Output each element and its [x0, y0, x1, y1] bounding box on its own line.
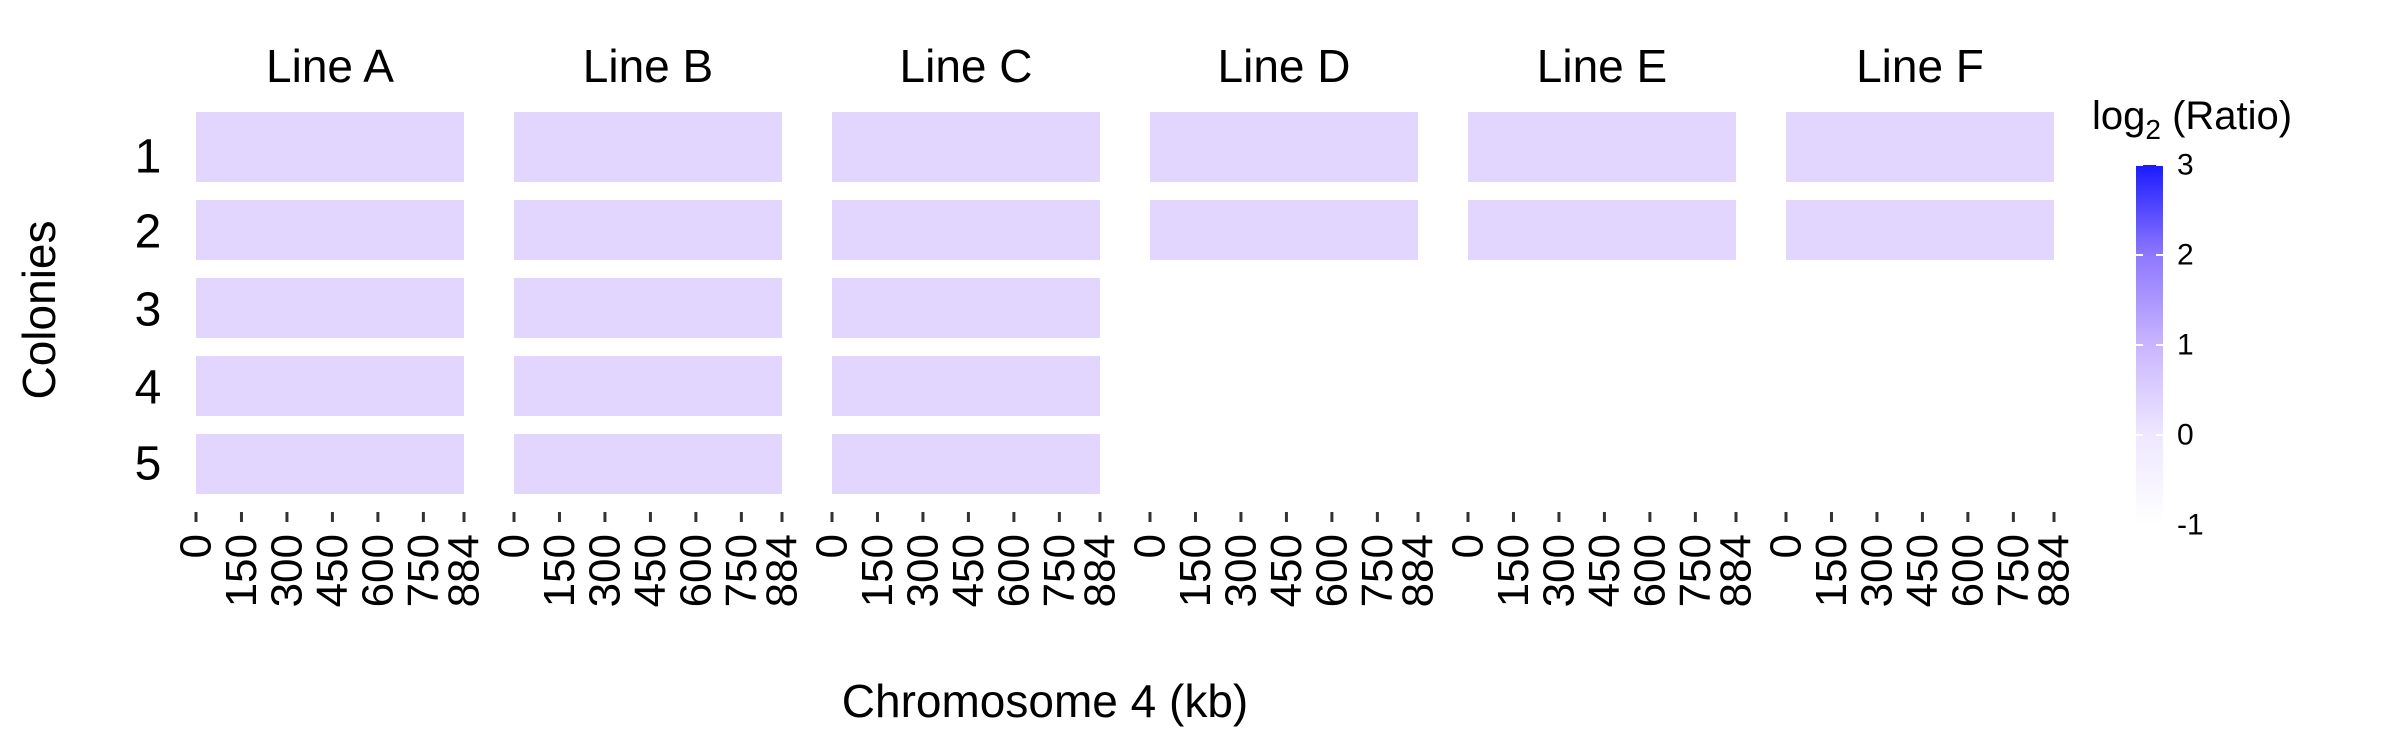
heatmap-cell: [1150, 200, 1418, 260]
x-tick-label: 750: [1671, 534, 1720, 607]
x-tick-label: 450: [1580, 534, 1629, 607]
x-tick-label: 600: [1943, 534, 1992, 607]
legend-tick-label: 1: [2177, 329, 2194, 362]
heatmap-cell: [196, 434, 464, 494]
heatmap-cell: [832, 278, 1100, 338]
x-tick-label: 300: [898, 534, 947, 607]
heatmap-cell: [196, 278, 464, 338]
legend-tick-label: 2: [2177, 239, 2194, 272]
x-tick-label: 884: [440, 534, 489, 607]
row-label: 5: [135, 438, 162, 491]
heatmap-cell: [832, 434, 1100, 494]
x-tick-label: 884: [1712, 534, 1761, 607]
x-tick-label: 0: [172, 534, 221, 558]
x-tick-label: 884: [2030, 534, 2079, 607]
x-tick-label: 884: [1076, 534, 1125, 607]
heatmap-cell: [196, 200, 464, 260]
legend-tick-label: 0: [2177, 419, 2194, 452]
x-tick-label: 884: [758, 534, 807, 607]
x-tick-label: 150: [217, 534, 266, 607]
x-tick-label: 150: [1171, 534, 1220, 607]
x-axis-title: Chromosome 4 (kb): [842, 675, 1248, 727]
x-tick-label: 300: [1534, 534, 1583, 607]
legend-tick-label: -1: [2177, 509, 2204, 542]
x-tick-label: 450: [944, 534, 993, 607]
facet-title: Line F: [1856, 40, 1984, 92]
legend-ticks: 3 2 1 0 -1: [2136, 149, 2204, 542]
heatmap-cell: [1786, 200, 2054, 260]
x-tick-label: 450: [1898, 534, 1947, 607]
x-tick-label: 600: [1625, 534, 1674, 607]
color-legend: log2 (Ratio) 3 2 1 0 -1: [2092, 94, 2292, 542]
x-tick-label: 450: [1262, 534, 1311, 607]
x-tick-label: 300: [580, 534, 629, 607]
y-axis-title: Colonies: [13, 221, 65, 400]
facet-title: Line E: [1537, 40, 1667, 92]
x-tick-label: 300: [262, 534, 311, 607]
facet-title: Line B: [583, 40, 713, 92]
row-label: 4: [135, 362, 162, 415]
row-label: 2: [135, 206, 162, 259]
x-tick-label: 600: [1307, 534, 1356, 607]
facet-title: Line A: [266, 40, 394, 92]
x-tick-label: 884: [1394, 534, 1443, 607]
x-tick-label: 0: [808, 534, 857, 558]
facet-title: Line C: [900, 40, 1033, 92]
x-tick-label: 0: [1444, 534, 1493, 558]
heatmap-cell: [1786, 112, 2054, 182]
x-tick-label: 750: [1035, 534, 1084, 607]
x-tick-label: 600: [671, 534, 720, 607]
legend-tick-label: 3: [2177, 149, 2194, 182]
facet-title: Line D: [1218, 40, 1351, 92]
x-tick-label: 0: [1762, 534, 1811, 558]
x-tick-label: 0: [1126, 534, 1175, 558]
x-tick-label: 0: [490, 534, 539, 558]
heatmap-cell: [832, 356, 1100, 416]
heatmap-cell: [832, 112, 1100, 182]
x-tick-label: 150: [853, 534, 902, 607]
x-tick-label: 300: [1852, 534, 1901, 607]
heatmap-cell: [832, 200, 1100, 260]
row-label: 1: [135, 131, 162, 184]
x-tick-label: 750: [399, 534, 448, 607]
x-tick-label: 150: [1807, 534, 1856, 607]
x-tick-label: 750: [717, 534, 766, 607]
heatmap-cell: [1150, 112, 1418, 182]
heatmap-cell: [514, 112, 782, 182]
heatmap-cell: [1468, 200, 1736, 260]
x-tick-label: 750: [1353, 534, 1402, 607]
heatmap-cell: [196, 112, 464, 182]
heatmap-cell: [514, 200, 782, 260]
heatmap-cell: [514, 434, 782, 494]
x-tick-label: 600: [353, 534, 402, 607]
x-tick-label: 450: [308, 534, 357, 607]
row-labels: 1 2 3 4 5: [135, 131, 162, 491]
heatmap-cell: [1468, 112, 1736, 182]
x-tick-label: 600: [989, 534, 1038, 607]
x-tick-label: 150: [1489, 534, 1538, 607]
x-tick-label: 300: [1216, 534, 1265, 607]
x-tick-label: 750: [1989, 534, 2038, 607]
heatmap-cell: [514, 356, 782, 416]
legend-title: log2 (Ratio): [2092, 94, 2292, 145]
x-tick-label: 150: [535, 534, 584, 607]
heatmap-cell: [514, 278, 782, 338]
row-label: 3: [135, 284, 162, 337]
x-tick-label: 450: [626, 534, 675, 607]
heatmap-cell: [196, 356, 464, 416]
